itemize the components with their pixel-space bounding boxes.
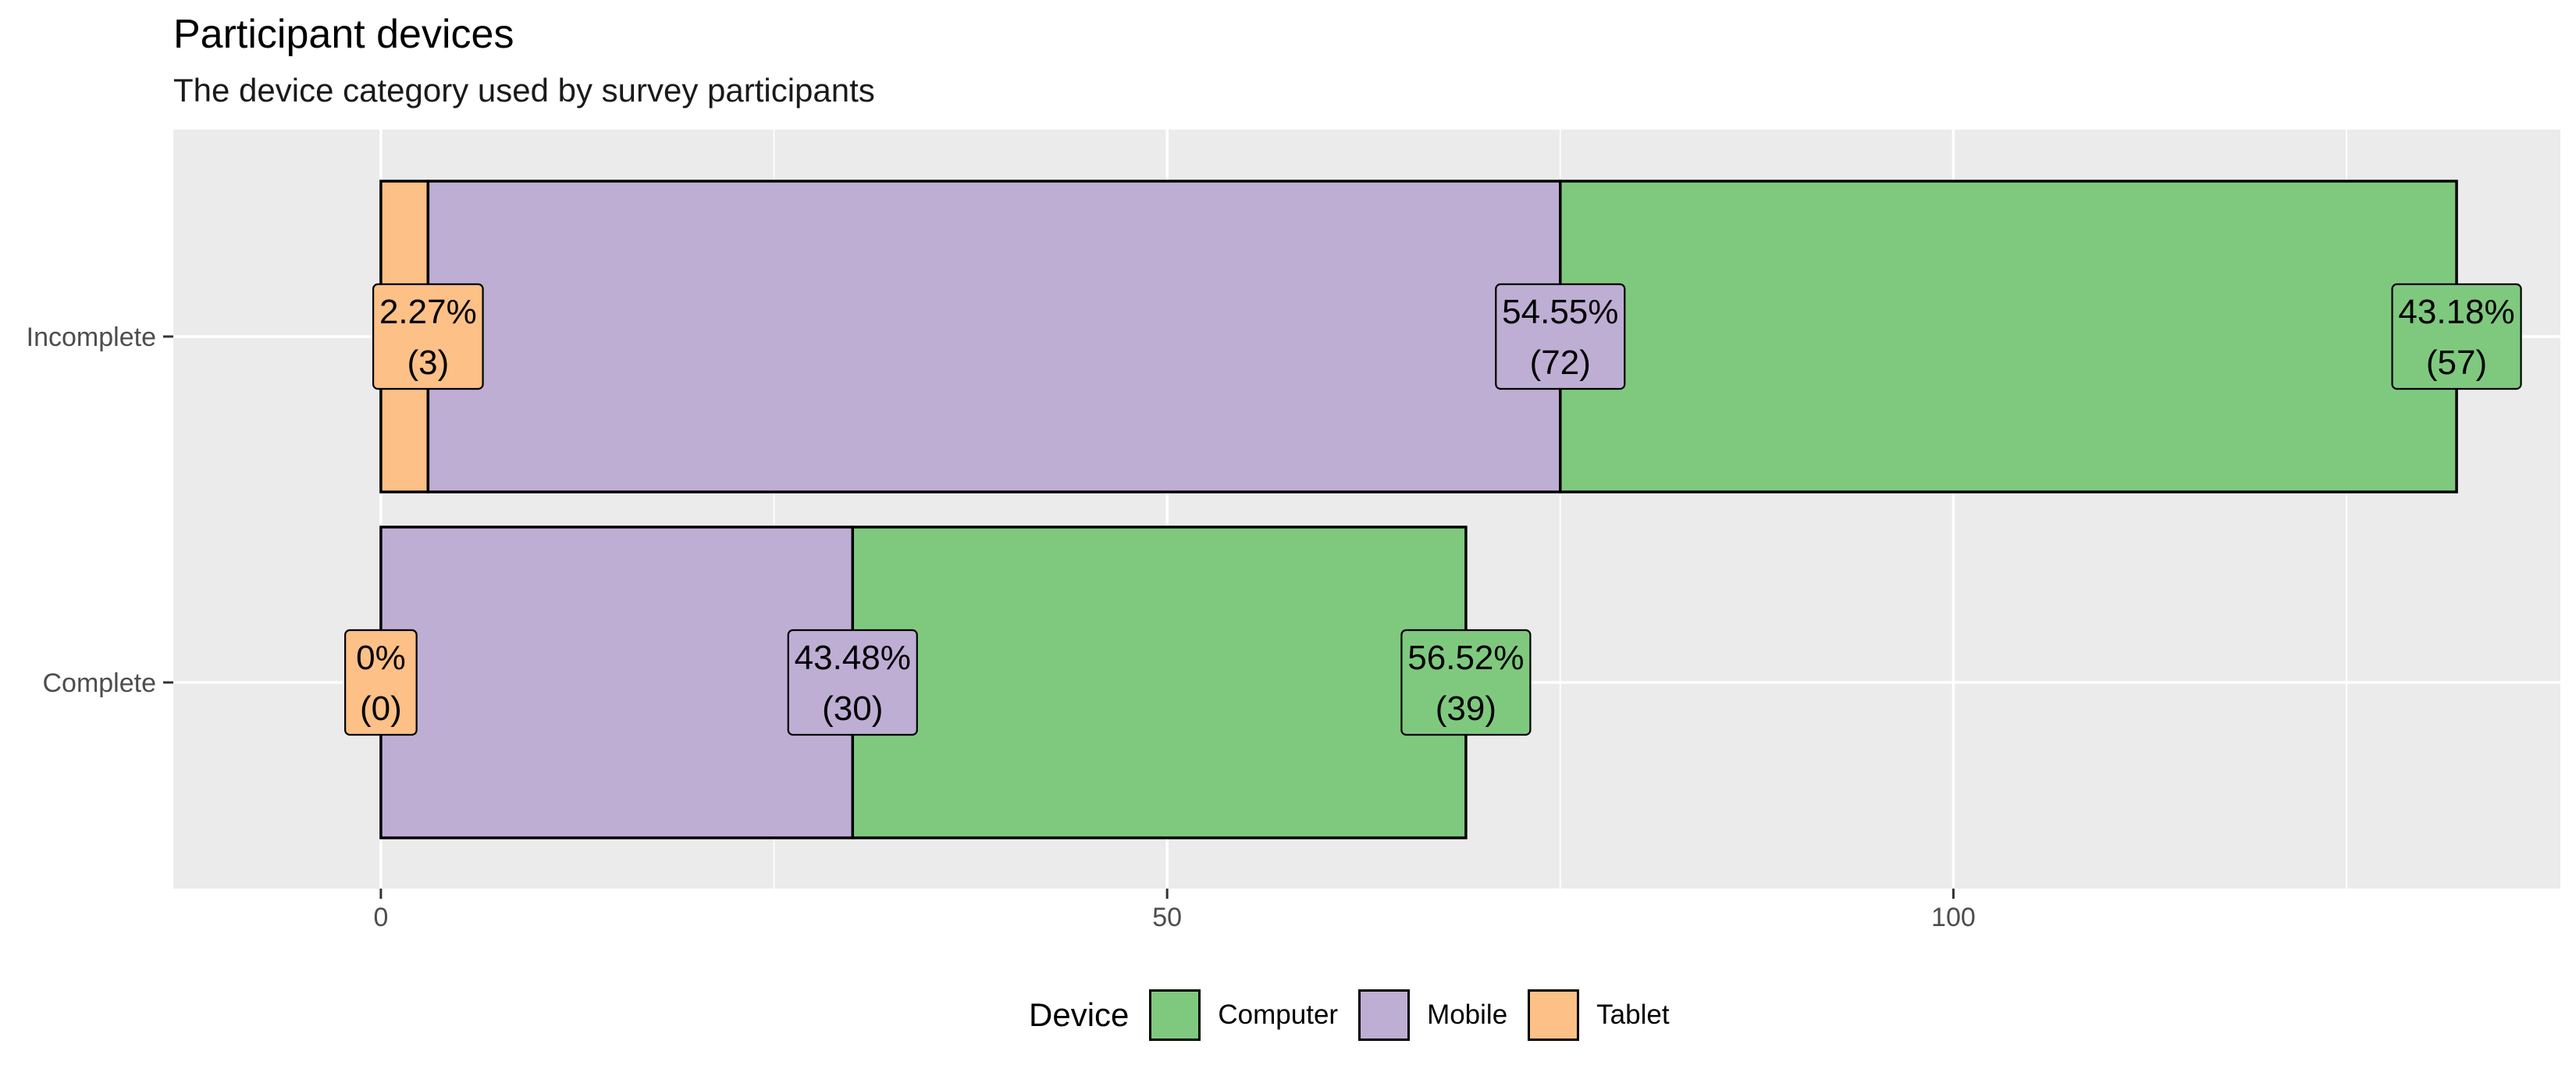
legend-label-computer: Computer [1218, 999, 1339, 1030]
x-tick-label-50: 50 [1152, 903, 1182, 932]
legend-label-mobile: Mobile [1427, 999, 1508, 1030]
bars [379, 180, 2458, 839]
legend-key-mobile [1358, 989, 1411, 1041]
legend-key-computer [1149, 989, 1201, 1041]
data-label-incomplete-computer: 43.18% (57) [2391, 283, 2522, 390]
legend-item-computer: Computer [1149, 989, 1338, 1041]
y-tick-label-incomplete: Incomplete [27, 322, 156, 352]
data-label-count: (3) [407, 344, 449, 382]
x-tick-label-100: 100 [1931, 903, 1976, 932]
bar-complete-computer [851, 526, 1468, 839]
bar-incomplete-mobile [426, 180, 1562, 493]
bar-complete-mobile [379, 526, 855, 839]
chart-title: Participant devices [173, 12, 514, 57]
data-label-incomplete-tablet: 2.27% (3) [372, 283, 484, 390]
bar-incomplete-computer [1559, 180, 2458, 493]
legend-item-tablet: Tablet [1528, 989, 1670, 1041]
data-label-box [1495, 283, 1626, 390]
data-label-box [372, 283, 484, 390]
data-label-percent: 54.55% [1502, 293, 1618, 331]
bar-labels: 2.27%(3)54.55%(72)43.18%(57)0%(0)43.48%(… [344, 283, 2522, 736]
data-label-percent: 43.18% [2398, 293, 2514, 331]
data-label-count: (0) [360, 689, 402, 728]
x-tick-label-0: 0 [373, 903, 388, 932]
data-label-box [1400, 629, 1532, 736]
data-label-box [787, 629, 918, 736]
data-label-count: (72) [1530, 344, 1591, 382]
data-label-complete-computer: 56.52% (39) [1400, 629, 1532, 736]
data-label-count: (57) [2426, 344, 2487, 382]
data-label-incomplete-mobile: 54.55% (72) [1495, 283, 1626, 390]
data-label-box [2391, 283, 2522, 390]
legend-label-tablet: Tablet [1596, 999, 1670, 1030]
data-label-count: (30) [822, 689, 883, 728]
y-tick-label-complete: Complete [42, 668, 156, 698]
legend-item-mobile: Mobile [1358, 989, 1507, 1041]
data-label-complete-tablet: 0%(0) [344, 629, 418, 736]
legend: Device Computer Mobile Tablet [0, 984, 2576, 1046]
data-label-complete-mobile: 43.48% (30) [787, 629, 918, 736]
data-label-count: (39) [1436, 689, 1496, 728]
data-label-percent: 43.48% [795, 639, 911, 677]
data-label-box [344, 629, 418, 736]
legend-key-tablet [1528, 989, 1580, 1041]
chart-area: 2.27%(3)54.55%(72)43.18%(57)0%(0)43.48%(… [27, 130, 2560, 932]
data-label-percent: 2.27% [379, 293, 477, 331]
data-label-percent: 56.52% [1407, 639, 1524, 677]
chart-subtitle: The device category used by survey parti… [173, 72, 875, 109]
legend-title: Device [1029, 996, 1130, 1033]
axes: Incomplete Complete 0 50 100 [27, 322, 1976, 932]
data-label-percent: 0% [356, 639, 406, 677]
